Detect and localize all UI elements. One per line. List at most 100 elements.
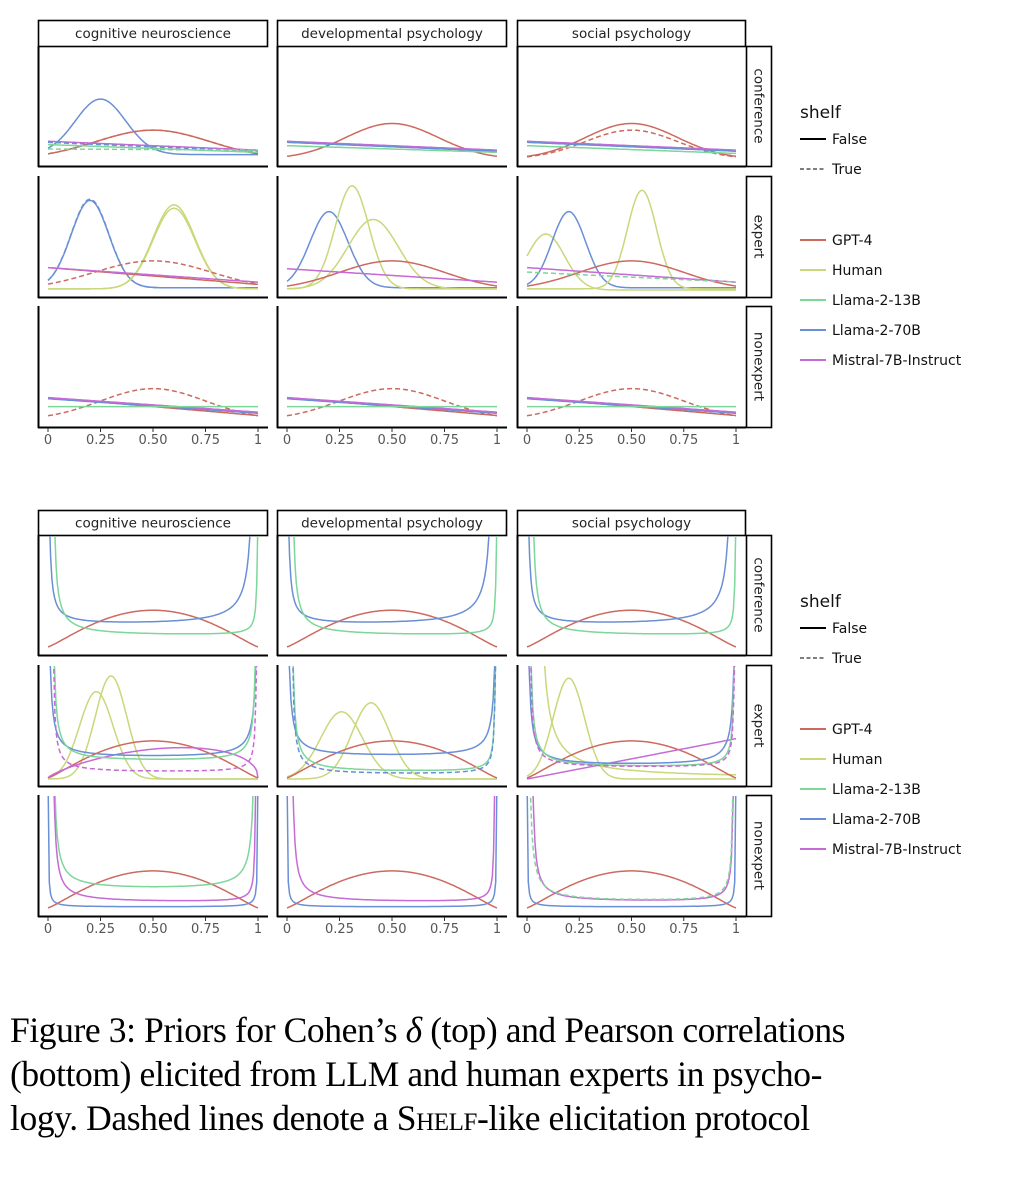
- series-line-human: [286, 218, 497, 290]
- series-line-gpt-4: [286, 122, 498, 158]
- series-line-llama-2-13b: [533, 536, 737, 635]
- facet-panel: 0 0.25 0.50 0.75 1: [516, 795, 746, 937]
- facet-panel: [516, 46, 746, 168]
- legend-label: Mistral-7B-Instruct: [832, 353, 962, 369]
- series-line-llama-2-13b: [527, 144, 736, 155]
- facet-panel: 0 0.25 0.50 0.75 1: [276, 306, 507, 448]
- legend-title-shelf: shelf: [800, 103, 842, 123]
- caption-line-3: logy. Dashed lines denote a Shelf-like e…: [10, 1096, 1010, 1140]
- series-line-llama-2-70b-shelf: [47, 141, 258, 152]
- series-line-mistral-7b-instruct: [47, 266, 259, 283]
- facet-row-strip-box: [745, 45, 773, 168]
- facet-column-header-box: [276, 19, 508, 48]
- x-tick-label: 0: [283, 922, 291, 937]
- panel-curves: [286, 122, 498, 158]
- series-line-mistral-7b-instruct: [47, 396, 259, 413]
- panel-curves: [526, 189, 737, 291]
- series-line-human: [48, 675, 258, 780]
- series-line-human: [527, 189, 736, 290]
- panel-curves: [47, 536, 259, 648]
- facet-grid-cohens-delta: cognitive neuroscience developmental psyc…: [37, 19, 962, 448]
- legend: shelf False True GPT-4 Human Llama-2-13B Llama…: [800, 592, 962, 858]
- facet-panel: [516, 535, 746, 657]
- facet-panel: 0 0.25 0.50 0.75 1: [37, 795, 268, 937]
- caption-text: -like elicitation protocol: [477, 1098, 810, 1138]
- series-line-mistral-7b-instruct: [292, 796, 496, 902]
- series-line-gpt-4: [286, 740, 498, 779]
- facet-panel: [37, 665, 268, 788]
- facet-row-label: nonexpert: [751, 821, 767, 890]
- figure-caption: Figure 3: Priors for Cohen’s δ (top) and…: [10, 1008, 1010, 1140]
- x-tick-label: 0.50: [617, 922, 646, 937]
- legend-label: Mistral-7B-Instruct: [832, 842, 962, 858]
- series-line-mistral-7b-instruct: [526, 396, 737, 413]
- x-tick-label: 0: [44, 922, 52, 937]
- facet-column-label: developmental psychology: [301, 26, 483, 42]
- x-tick-label: 0: [283, 433, 291, 448]
- panel-curves: [526, 387, 737, 417]
- caption-shelf-smallcaps: Shelf: [396, 1098, 478, 1138]
- x-tick-label: 0: [523, 922, 531, 937]
- facet-row-strip-box: [745, 175, 773, 299]
- x-tick-label: 1: [732, 922, 740, 937]
- series-line-mistral-7b-instruct: [532, 796, 734, 901]
- series-line-gpt-4: [286, 870, 498, 909]
- caption-delta-symbol: δ: [405, 1010, 423, 1050]
- x-tick-label: 0.25: [325, 922, 354, 937]
- facet-panel: 0 0.25 0.50 0.75 1: [276, 795, 507, 937]
- series-line-gpt-4: [526, 122, 737, 158]
- legend-label: GPT-4: [832, 233, 873, 249]
- facet-row-label: expert: [751, 215, 767, 259]
- facet-column-header-box: [276, 509, 508, 537]
- series-line-gpt-4: [47, 609, 259, 648]
- series-line-llama-2-13b: [54, 536, 259, 635]
- panel-curves: [526, 536, 737, 648]
- legend-label: True: [831, 651, 862, 667]
- series-line-gpt-4: [286, 260, 498, 287]
- series-line-llama-2-70b: [526, 210, 736, 289]
- series-line-llama-2-13b: [287, 144, 497, 154]
- panel-curves: [526, 122, 737, 158]
- series-line-gpt-4: [286, 609, 498, 648]
- series-line-mistral-7b-instruct: [47, 140, 258, 151]
- series-line-llama-2-70b-shelf: [292, 666, 497, 774]
- x-tick-label: 0.75: [669, 433, 698, 448]
- series-line-gpt-4: [526, 870, 737, 909]
- x-tick-label: 0.75: [430, 433, 459, 448]
- series-line-llama-2-13b: [293, 536, 498, 635]
- series-line-llama-2-13b-shelf: [48, 148, 258, 151]
- legend-label: Llama-2-70B: [832, 812, 921, 828]
- facet-column-header-box: [37, 509, 269, 537]
- x-tick-label: 0.50: [378, 922, 407, 937]
- facet-panel: [37, 535, 268, 657]
- panel-curves: [286, 536, 498, 648]
- panel-curves: [286, 185, 498, 290]
- panel-curves: [286, 666, 498, 780]
- facet-column-label: social psychology: [572, 516, 691, 532]
- panel-curves: [526, 796, 737, 909]
- panel-curves: [47, 98, 259, 156]
- facet-row-label: conference: [751, 557, 767, 632]
- facet-column-header-box: [516, 19, 747, 48]
- x-tick-label: 0: [44, 433, 52, 448]
- x-tick-label: 0.75: [191, 922, 220, 937]
- x-tick-label: 0.75: [669, 922, 698, 937]
- series-line-gpt-4-shelf: [47, 260, 259, 285]
- facet-panel: [276, 665, 507, 788]
- facet-column-label: social psychology: [572, 26, 691, 42]
- series-line-llama-2-13b: [53, 666, 256, 760]
- panel-curves: [47, 796, 259, 909]
- panel-curves: [47, 666, 259, 780]
- series-line-llama-2-13b: [292, 666, 497, 772]
- legend-title-shelf: shelf: [800, 592, 842, 612]
- series-line-llama-2-13b-shelf: [527, 271, 737, 283]
- series-line-llama-2-70b: [286, 210, 497, 289]
- legend-label: False: [832, 132, 867, 148]
- caption-text: Figure 3: Priors for Cohen’s: [10, 1010, 406, 1050]
- facet-panel: [516, 176, 746, 299]
- x-tick-label: 0.75: [191, 433, 220, 448]
- panel-curves: [47, 387, 259, 417]
- facet-column-label: developmental psychology: [301, 516, 483, 532]
- x-tick-label: 0.50: [617, 433, 646, 448]
- legend-label: Llama-2-13B: [832, 782, 921, 798]
